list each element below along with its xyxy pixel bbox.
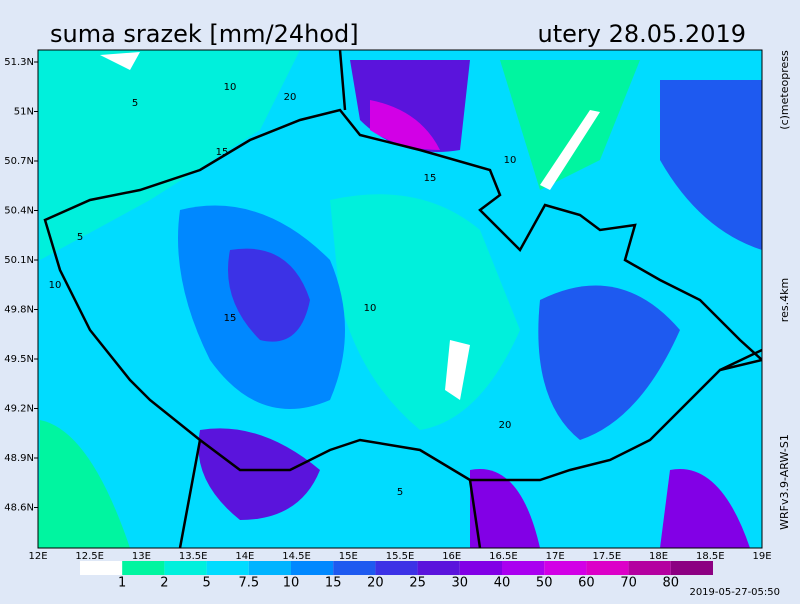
legend-label: 7.5 [238,576,259,591]
latitude-label: 48.6N [4,503,34,514]
legend-label: 80 [663,576,680,591]
legend-swatch [206,561,249,575]
legend-swatch [80,561,123,575]
legend-label: 15 [325,576,342,591]
legend-label: 20 [367,576,384,591]
legend-swatch [502,561,545,575]
precip-field [198,428,320,520]
map-date: utery 28.05.2019 [538,20,747,48]
contour-label: 15 [216,147,229,158]
legend-swatch [375,561,418,575]
legend-label: 40 [494,576,511,591]
contour-label: 15 [224,313,237,324]
longitude-label: 14E [235,551,254,562]
legend-swatch [586,561,629,575]
latitude-label: 49.8N [4,305,34,316]
legend-swatch [670,561,713,575]
legend-label: 60 [578,576,595,591]
timestamp: 2019-05-27-05:50 [689,587,780,598]
contour-label: 10 [504,155,517,166]
contour-label: 15 [424,173,437,184]
legend-swatch [291,561,334,575]
precip-field [330,194,520,430]
latitude-label: 50.1N [4,255,34,266]
precip-field [500,60,640,190]
latitude-label: 50.7N [4,156,34,167]
precip-field [538,285,680,440]
longitude-label: 15.5E [386,551,415,562]
longitude-label: 14.5E [282,551,311,562]
longitude-label: 17E [546,551,565,562]
contour-label: 10 [364,303,377,314]
longitude-label: 18E [649,551,668,562]
longitude-label: 13E [132,551,151,562]
precip-field [660,80,762,250]
legend-swatch [164,561,207,575]
country-border [43,108,762,482]
latitude-label: 51.3N [4,57,34,68]
legend-label: 30 [452,576,469,591]
precip-field [38,50,300,260]
legend-label: 5 [202,576,210,591]
legend-label: 10 [283,576,300,591]
country-border [178,50,762,548]
contour-label: 5 [77,232,83,243]
legend-label: 70 [620,576,637,591]
latitude-label: 49.5N [4,354,34,365]
contour-label: 20 [499,420,512,431]
legend-swatch [628,561,671,575]
legend-swatch [333,561,376,575]
longitude-label: 12.5E [75,551,104,562]
longitude-label: 15E [339,551,358,562]
longitude-label: 18.5E [696,551,725,562]
longitude-label: 17.5E [593,551,622,562]
legend-label: 2 [160,576,168,591]
longitude-label: 16.5E [489,551,518,562]
side-label: res.4km [778,278,791,322]
precip-field [660,468,750,548]
legend-label: 25 [409,576,426,591]
latitude-label: 49.2N [4,404,34,415]
longitude-label: 12E [28,551,47,562]
legend-label: 50 [536,576,553,591]
legend-swatch [248,561,291,575]
legend-swatch [544,561,587,575]
precip-field [370,100,440,150]
contour-label: 10 [49,280,62,291]
longitude-label: 16E [442,551,461,562]
longitude-label: 13.5E [179,551,208,562]
contour-label: 10 [224,82,237,93]
contour-label: 5 [397,487,403,498]
side-label: WRFv3.9-ARW-S1 [778,434,791,530]
precip-field [470,468,540,548]
contour-label: 5 [132,98,138,109]
legend-swatch [459,561,502,575]
map-area [37,49,763,549]
side-label: (c)meteopress [778,50,791,130]
contour-label: 20 [284,92,297,103]
legend-label: 1 [118,576,126,591]
precip-field [228,248,310,342]
precip-field [38,420,130,548]
legend-swatch [122,561,165,575]
map-frame [37,49,763,549]
latitude-label: 50.4N [4,206,34,217]
legend-swatch [417,561,460,575]
map-title: suma srazek [mm/24hod] [50,20,359,48]
longitude-label: 19E [752,551,771,562]
latitude-label: 48.9N [4,453,34,464]
latitude-label: 51N [14,107,34,118]
